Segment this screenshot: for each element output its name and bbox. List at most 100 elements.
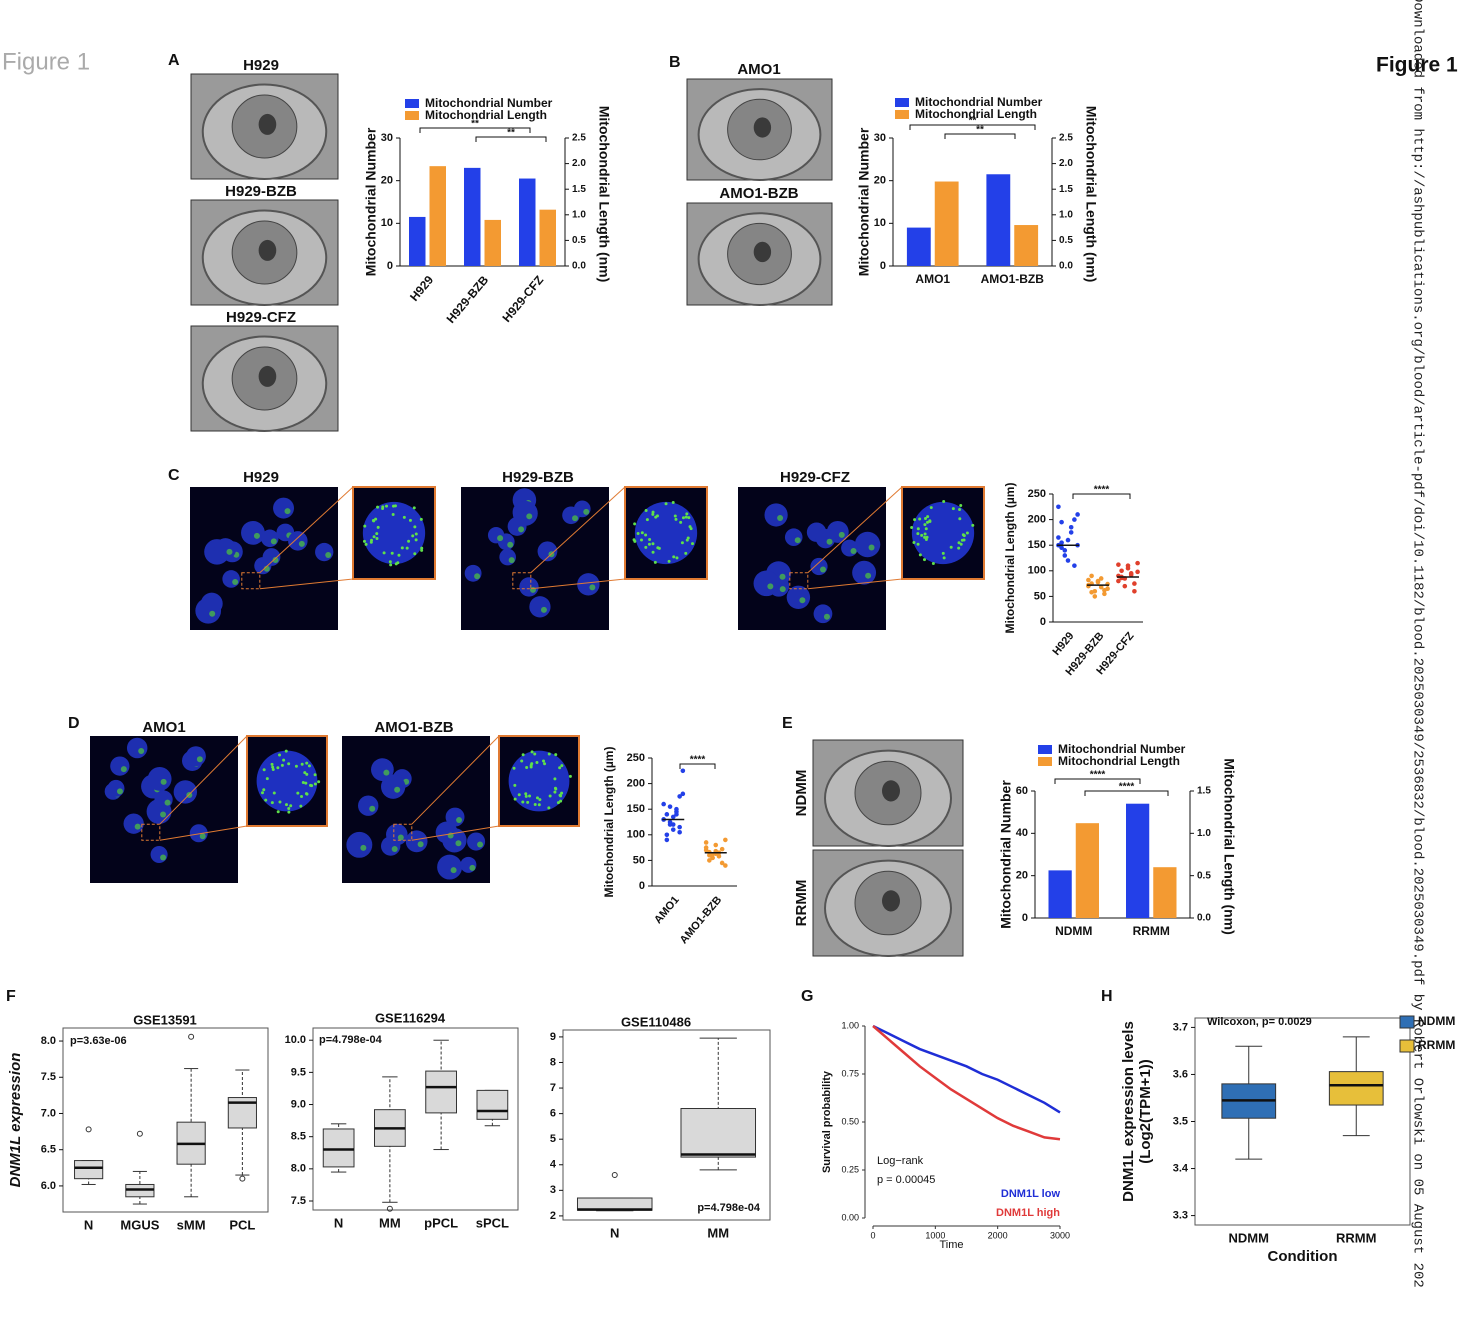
inset-mito — [644, 545, 648, 549]
inset-mito — [294, 764, 298, 768]
inset-mito — [526, 800, 530, 804]
mito — [779, 586, 786, 593]
y-tick-label: 30 — [381, 132, 393, 144]
zoom-line — [259, 486, 354, 574]
bar — [429, 166, 446, 266]
bar — [986, 174, 1011, 266]
data-point — [1116, 562, 1121, 567]
inset-mito — [651, 550, 655, 554]
bar — [934, 181, 959, 266]
bar — [539, 209, 556, 266]
x-tick-label: 3000 — [1050, 1230, 1070, 1240]
inset-mito — [640, 531, 644, 535]
mito — [270, 538, 277, 545]
micrograph-label: RRMM — [793, 880, 810, 927]
box — [476, 1089, 509, 1120]
cell — [464, 564, 482, 582]
mito — [298, 540, 305, 547]
y-tick-label: 0.5 — [572, 235, 586, 246]
inset-mito — [559, 799, 563, 803]
zoom-box — [512, 572, 532, 590]
inset-mito — [556, 801, 560, 805]
inset-mito — [926, 520, 930, 524]
data-point — [723, 863, 728, 868]
mito — [507, 541, 514, 548]
plot-frame — [62, 1027, 269, 1213]
legend-label: Mitochondrial Number — [425, 96, 553, 110]
x-tick-label: N — [334, 1215, 343, 1230]
outlier — [188, 1033, 195, 1040]
y-tick-label: 60 — [1016, 785, 1028, 797]
y-tick-label: 20 — [874, 175, 886, 187]
data-point — [1132, 581, 1137, 586]
inset-mito — [375, 537, 379, 541]
inset-mito — [958, 517, 962, 521]
x-tick-label: NDMM — [1055, 924, 1092, 938]
bar — [484, 219, 501, 266]
inset-mito — [941, 551, 945, 555]
data-point — [667, 819, 673, 825]
bar — [1126, 803, 1150, 918]
x-axis-label: Time — [939, 1239, 963, 1251]
y-tick-label: 7.5 — [41, 1071, 56, 1083]
inset-mito — [942, 556, 946, 560]
inset-mito — [287, 762, 291, 766]
mito — [865, 572, 872, 579]
x-tick-label: NDMM — [1229, 1230, 1269, 1245]
y-axis-label: DNM1L expression levels — [1120, 1021, 1137, 1202]
cell — [261, 529, 279, 548]
mito — [120, 766, 127, 773]
bar — [1153, 867, 1177, 918]
cell — [813, 604, 833, 624]
nucleolus — [882, 890, 900, 912]
y2-axis-label: Mitochondrial Length (nm) — [1083, 106, 1099, 283]
y-tick-label: 1.0 — [572, 209, 586, 220]
inset-mito — [543, 762, 547, 766]
cell — [753, 570, 780, 597]
data-point — [1056, 504, 1061, 510]
x-tick-label: 0 — [870, 1230, 875, 1240]
data-point — [1086, 577, 1091, 583]
inset-mito — [271, 765, 275, 769]
legend-swatch — [895, 98, 909, 107]
x-tick-label: sPCL — [476, 1215, 509, 1230]
y-tick-label: 200 — [1028, 514, 1046, 526]
data-point — [680, 791, 686, 797]
plot-frame — [562, 1029, 771, 1221]
inset-mito — [278, 753, 282, 757]
inset-cell — [362, 501, 426, 565]
inset-mito — [513, 783, 517, 787]
zoom-line — [807, 578, 903, 590]
cell — [487, 527, 505, 544]
bar — [1048, 870, 1072, 918]
cell — [784, 528, 803, 546]
inset-mito — [271, 768, 275, 772]
data-point — [677, 794, 682, 799]
inset-mito — [558, 766, 562, 770]
y-tick-label: 20 — [381, 175, 393, 187]
mito — [474, 573, 481, 580]
inset-mito — [916, 527, 920, 531]
panel-letter: E — [782, 715, 793, 732]
inset-mito — [530, 750, 534, 754]
inset-mito — [653, 560, 657, 564]
inset-mito — [535, 761, 539, 765]
inset-mito — [370, 538, 374, 542]
inset-mito — [924, 527, 928, 531]
data-point — [677, 824, 682, 830]
inset-mito — [942, 499, 946, 503]
data-point — [670, 827, 676, 832]
panel-letter: D — [68, 715, 80, 732]
inset-mito — [910, 525, 914, 529]
cell — [512, 500, 538, 526]
data-point — [719, 846, 725, 852]
mito — [767, 583, 774, 590]
inset-mito — [520, 759, 524, 763]
cell — [371, 758, 394, 781]
cell — [123, 813, 144, 834]
mito — [589, 584, 596, 591]
y-tick-label: 8 — [550, 1056, 556, 1068]
inset-mito — [644, 533, 648, 537]
mito — [799, 597, 806, 604]
mito — [394, 786, 401, 793]
